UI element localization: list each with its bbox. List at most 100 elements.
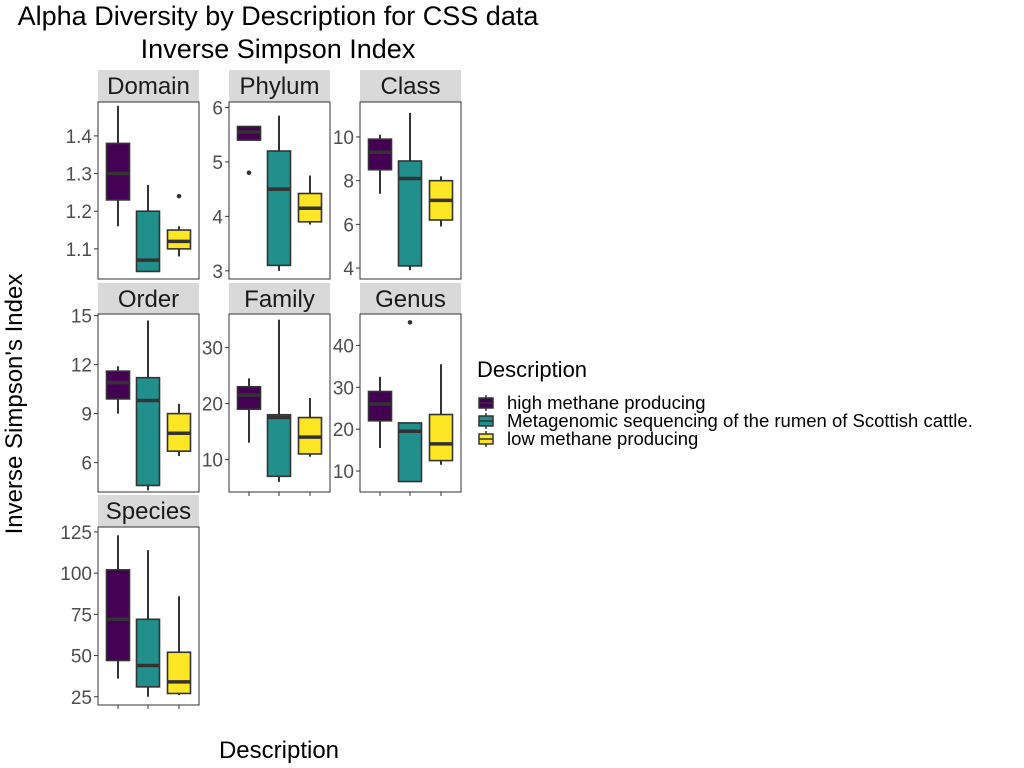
y-tick-label: 1.1	[66, 240, 92, 261]
panel-border	[97, 101, 200, 280]
facet-panel-class: Class 4 6 8 10	[333, 70, 462, 280]
facet-strip-label: Class	[380, 73, 440, 100]
y-tick-label: 6	[343, 215, 354, 236]
y-tick-label: 40	[333, 336, 354, 357]
facet-panel-order: Order 6 9 12 15	[71, 283, 200, 493]
facet-strip-label: Family	[244, 286, 315, 313]
y-tick-label: 1.2	[66, 202, 92, 223]
box-iqr	[105, 569, 131, 662]
box-2	[135, 184, 161, 273]
legend-label: low methane producing	[507, 428, 698, 449]
y-tick-label: 12	[71, 356, 92, 377]
y-tick-label: 50	[71, 647, 92, 668]
box-iqr	[397, 160, 423, 267]
y-tick-label: 9	[81, 405, 92, 426]
y-tick-label: 100	[60, 564, 92, 585]
box-iqr	[236, 385, 262, 410]
y-tick-label: 4	[343, 259, 354, 280]
box-3	[297, 397, 323, 457]
panel-border	[228, 101, 331, 280]
box-iqr	[135, 210, 161, 273]
legend-label: high methane producing	[507, 392, 706, 413]
box-1	[236, 125, 262, 176]
outlier-point	[246, 170, 252, 176]
legend-title: Description	[477, 357, 587, 382]
legend-entry-3: low methane producing	[478, 428, 698, 449]
box-3	[166, 403, 192, 457]
box-iqr	[367, 138, 393, 171]
box-1	[367, 134, 393, 194]
y-tick-label: 25	[71, 688, 92, 709]
chart-subtitle: Inverse Simpson Index	[141, 34, 416, 64]
box-1	[105, 366, 131, 414]
facet-panel-phylum: Phylum 3 4 5 6	[212, 70, 331, 283]
box-2	[266, 319, 292, 482]
y-tick-label: 6	[81, 454, 92, 475]
box-iqr	[105, 142, 131, 201]
y-tick-label: 75	[71, 605, 92, 626]
box-3	[297, 175, 323, 225]
facet-strip	[360, 283, 461, 314]
chart-title: Alpha Diversity by Description for CSS d…	[18, 1, 540, 31]
box-iqr	[266, 150, 292, 267]
x-axis-label: Description	[219, 737, 339, 764]
box-3	[428, 176, 454, 227]
box-iqr	[367, 390, 393, 422]
facet-strip	[98, 283, 199, 314]
box-3	[166, 596, 192, 696]
facet-strip	[360, 70, 461, 102]
y-tick-label: 30	[202, 339, 223, 360]
y-tick-label: 1.3	[66, 165, 92, 186]
y-tick-label: 6	[212, 98, 223, 119]
facet-panel-family: Family 10 20 30	[202, 283, 331, 496]
facet-panel-species: Species 25 50 75 100 125	[60, 495, 200, 709]
y-tick-label: 5	[212, 153, 223, 174]
legend: Description high methane producingMetage…	[477, 357, 973, 449]
box-iqr	[428, 413, 454, 462]
y-tick-label: 15	[71, 307, 92, 328]
box-2	[135, 550, 161, 697]
y-tick-label: 3	[212, 262, 223, 283]
facet-strip	[98, 70, 199, 102]
box-2	[397, 112, 423, 271]
box-2	[135, 320, 161, 491]
box-iqr	[105, 370, 131, 400]
box-iqr	[135, 376, 161, 487]
facet-panel-domain: Domain 1.1 1.2 1.3 1.4	[66, 70, 200, 280]
box-1	[105, 105, 131, 227]
y-axis-label: Inverse Simpson's Index	[1, 274, 28, 535]
y-tick-label: 125	[60, 523, 92, 544]
facet-strip-label: Species	[106, 498, 191, 525]
panel-border	[359, 101, 462, 280]
legend-label: Metagenomic sequencing of the rumen of S…	[507, 410, 973, 431]
facet-strip-label: Phylum	[239, 73, 319, 100]
box-iqr	[166, 229, 192, 250]
y-tick-label: 10	[333, 128, 354, 149]
box-3	[166, 193, 192, 257]
box-iqr	[135, 618, 161, 688]
box-2	[266, 115, 292, 271]
legend-entry-2: Metagenomic sequencing of the rumen of S…	[478, 410, 973, 431]
y-tick-label: 10	[202, 451, 223, 472]
box-iqr	[266, 413, 292, 478]
facet-strip	[229, 70, 330, 102]
facet-strip-label: Order	[118, 286, 179, 313]
box-1	[236, 378, 262, 443]
y-tick-label: 20	[202, 395, 223, 416]
outlier-point	[176, 193, 182, 199]
box-2	[397, 320, 423, 483]
y-tick-label: 4	[212, 207, 223, 228]
box-3	[428, 364, 454, 465]
facet-strip-label: Genus	[375, 286, 446, 313]
box-iqr	[166, 651, 192, 695]
y-tick-label: 1.4	[66, 127, 93, 148]
outlier-point	[407, 320, 413, 325]
box-1	[367, 376, 393, 449]
y-tick-label: 30	[333, 378, 354, 399]
y-tick-label: 10	[333, 462, 354, 483]
legend-entry-1: high methane producing	[478, 392, 706, 413]
box-iqr	[397, 422, 423, 483]
y-tick-label: 8	[343, 172, 354, 193]
facet-panels: Domain1.11.21.31.4Phylum3456Class46810Or…	[60, 70, 462, 709]
